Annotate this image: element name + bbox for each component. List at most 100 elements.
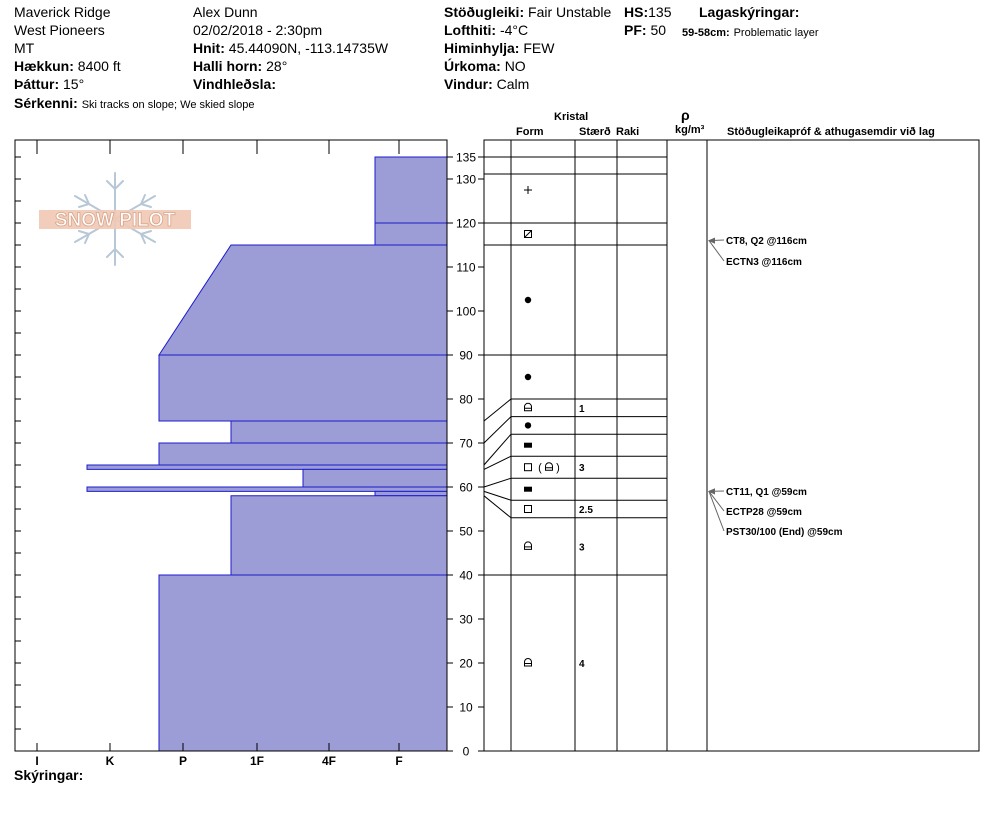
test-leader-line (708, 240, 725, 262)
features-row: Sérkenni: Ski tracks on slope; We skied … (14, 95, 255, 112)
height-tick-label: 80 (459, 393, 473, 407)
cross-stroke (524, 230, 532, 238)
observer: Alex Dunn (193, 4, 258, 20)
grain-size-value: 1 (579, 404, 585, 415)
slope-row: Halli horn: 28° (193, 58, 287, 74)
height-tick-label: 30 (459, 613, 473, 627)
test-arrow-icon (708, 488, 715, 495)
wind-label: Vindur: (444, 76, 493, 92)
precip-label: Úrkoma: (444, 58, 501, 74)
col-size: Stærð (579, 126, 611, 138)
stability-test-label: ECTP28 @59cm (726, 507, 802, 518)
grain-row-boundary (483, 433, 667, 466)
layer-notes-label: Lagaskýringar: (699, 4, 800, 20)
height-tick-label: 70 (459, 437, 473, 451)
hardness-layer-11 (158, 574, 448, 752)
hardness-layer-3 (158, 354, 448, 422)
grain-form-filled-rect-icon (524, 442, 532, 448)
hs-value: 135 (648, 4, 672, 20)
square-stroke (524, 463, 532, 472)
state: MT (14, 40, 35, 56)
hs-label: HS: (624, 4, 649, 20)
height-tick-label: 120 (456, 217, 476, 231)
dot-fill (524, 296, 532, 304)
location: Maverick Ridge (14, 4, 111, 20)
hardness-layer-7 (302, 468, 448, 488)
hardness-tick-label: K (106, 754, 115, 768)
features-label: Sérkenni: (14, 95, 78, 111)
hardness-layer-10 (230, 495, 448, 576)
col-rho: ρ (681, 107, 690, 123)
layer-notes-text: Problematic layer (733, 27, 819, 39)
stability-value: Fair Unstable (528, 4, 612, 20)
layer-notes-row: 59-58cm: Problematic layer (682, 23, 819, 40)
stability-test-label: CT8, Q2 @116cm (726, 236, 807, 247)
height-tick-label: 0 (463, 745, 470, 759)
hardness-layer-5 (158, 442, 448, 466)
coords-value: 45.44090N, -113.14735W (228, 40, 389, 56)
col-density-unit: kg/m³ (675, 124, 705, 136)
col-form: Form (516, 126, 544, 138)
wind-value: Calm (496, 76, 530, 92)
elevation-label: Hækkun: (14, 58, 74, 74)
grain-row-boundary (483, 416, 667, 444)
test-leader-line (708, 491, 725, 512)
hardness-layer-1 (374, 222, 448, 246)
hardness-layer-9 (374, 490, 448, 497)
notes-label: Skýringar: (14, 767, 84, 783)
height-tick-label: 135 (456, 151, 476, 165)
grain-form-filled-rect-icon (524, 486, 532, 492)
coords-row: Hnit: 45.44090N, -113.14735W (193, 40, 388, 56)
aspect-value: 15° (63, 76, 85, 92)
grain-size-value: 2.5 (579, 505, 593, 516)
snowpilot-logo: SNOW PILOT (39, 172, 191, 266)
features-value: Ski tracks on slope; We skied slope (81, 99, 255, 111)
paren-close: ) (556, 462, 560, 474)
precip-value: NO (504, 58, 526, 74)
square-stroke (524, 505, 532, 513)
height-tick-label: 110 (456, 261, 475, 275)
sky-value: FEW (523, 40, 555, 56)
sky-row: Himinhylja: FEW (444, 40, 554, 56)
height-tick-label: 100 (456, 305, 476, 319)
air-temp-label: Lofthiti: (444, 22, 497, 38)
hardness-tick-label: I (35, 754, 38, 768)
grain-form-cup-icon (524, 541, 532, 550)
height-tick-label: 10 (459, 701, 473, 715)
air-temp-value: -4°C (499, 22, 529, 38)
elevation-value: 8400 ft (77, 58, 121, 74)
col-tests: Stöðugleikapróf & athugasemdir við lag (727, 126, 935, 138)
grain-form-dot-icon (524, 422, 532, 429)
hardness-tick-label: P (179, 754, 187, 768)
grain-row-boundary (483, 477, 667, 488)
height-tick-label: 50 (459, 525, 473, 539)
layer-notes-range: 59-58cm: (682, 27, 730, 39)
hardness-tick-label: 1F (250, 754, 264, 768)
grain-form-crossed-square-icon (524, 230, 532, 238)
stability-test-label: PST30/100 (End) @59cm (726, 527, 843, 538)
grain-form-square-icon (524, 505, 532, 513)
hardness-plot-frame (14, 139, 448, 752)
slope-value: 28° (266, 58, 288, 74)
air-temp-row: Lofthiti: -4°C (444, 22, 528, 38)
grain-form-cup-icon (524, 658, 532, 667)
dot-fill (524, 373, 532, 381)
test-leader-line (708, 491, 725, 532)
grain-size-value: 3 (579, 463, 585, 474)
rect-fill (524, 442, 532, 448)
stability-label: Stöðugleiki: (444, 4, 525, 20)
coords-label: Hnit: (193, 40, 225, 56)
hardness-layer-4 (230, 420, 448, 444)
hardness-layer-2 (158, 244, 448, 356)
sky-label: Himinhylja: (444, 40, 520, 56)
grain-row-boundary (483, 455, 667, 470)
grain-form-dot-icon (524, 296, 532, 304)
height-tick-label: 40 (459, 569, 473, 583)
hardness-tick-label: F (395, 754, 402, 768)
aspect-label: Þáttur: (14, 76, 60, 92)
col-crystal: Kristal (554, 111, 589, 123)
datetime: 02/02/2018 - 2:30pm (193, 22, 323, 38)
hardness-layer-8 (86, 486, 448, 492)
pf-row: PF: 50 (624, 22, 666, 38)
